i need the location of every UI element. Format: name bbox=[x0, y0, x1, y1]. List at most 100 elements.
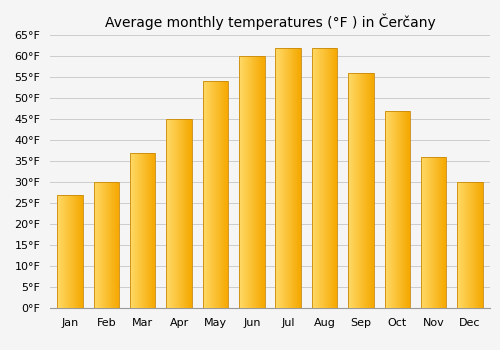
Bar bbox=[181, 119, 182, 308]
Bar bbox=[223, 81, 224, 308]
Bar bbox=[276, 48, 277, 308]
Bar bbox=[185, 119, 186, 308]
Bar bbox=[320, 48, 321, 308]
Bar bbox=[81, 195, 82, 308]
Bar bbox=[424, 157, 425, 308]
Bar bbox=[391, 111, 392, 308]
Bar bbox=[166, 119, 167, 308]
Bar bbox=[288, 48, 289, 308]
Bar bbox=[188, 119, 189, 308]
Bar bbox=[322, 48, 323, 308]
Bar bbox=[211, 81, 212, 308]
Bar bbox=[465, 182, 466, 308]
Bar bbox=[245, 56, 246, 308]
Bar bbox=[202, 81, 228, 308]
Bar bbox=[325, 48, 326, 308]
Bar bbox=[429, 157, 430, 308]
Bar bbox=[172, 119, 173, 308]
Bar bbox=[373, 73, 374, 308]
Bar bbox=[283, 48, 284, 308]
Bar bbox=[262, 56, 263, 308]
Bar bbox=[331, 48, 332, 308]
Bar bbox=[313, 48, 314, 308]
Bar bbox=[468, 182, 469, 308]
Bar bbox=[435, 157, 436, 308]
Bar bbox=[149, 153, 150, 308]
Bar bbox=[141, 153, 142, 308]
Bar bbox=[393, 111, 394, 308]
Bar bbox=[148, 153, 149, 308]
Bar bbox=[214, 81, 215, 308]
Bar bbox=[221, 81, 222, 308]
Bar bbox=[458, 182, 459, 308]
Bar bbox=[469, 182, 470, 308]
Bar bbox=[370, 73, 371, 308]
Bar bbox=[445, 157, 446, 308]
Bar bbox=[255, 56, 256, 308]
Bar bbox=[371, 73, 372, 308]
Bar bbox=[71, 195, 72, 308]
Bar bbox=[476, 182, 477, 308]
Bar bbox=[437, 157, 438, 308]
Bar bbox=[169, 119, 170, 308]
Bar bbox=[207, 81, 208, 308]
Bar bbox=[336, 48, 337, 308]
Bar bbox=[191, 119, 192, 308]
Bar bbox=[478, 182, 479, 308]
Bar bbox=[77, 195, 78, 308]
Bar bbox=[190, 119, 191, 308]
Bar bbox=[444, 157, 445, 308]
Bar bbox=[139, 153, 140, 308]
Bar bbox=[384, 111, 385, 308]
Bar bbox=[60, 195, 61, 308]
Bar bbox=[136, 153, 137, 308]
Bar bbox=[479, 182, 480, 308]
Bar bbox=[258, 56, 259, 308]
Bar bbox=[358, 73, 359, 308]
Bar bbox=[182, 119, 183, 308]
Bar bbox=[135, 153, 136, 308]
Bar bbox=[263, 56, 264, 308]
Bar bbox=[394, 111, 395, 308]
Bar bbox=[178, 119, 179, 308]
Bar bbox=[439, 157, 440, 308]
Bar bbox=[240, 56, 241, 308]
Bar bbox=[326, 48, 327, 308]
Bar bbox=[329, 48, 330, 308]
Bar bbox=[276, 48, 301, 308]
Bar bbox=[189, 119, 190, 308]
Bar bbox=[95, 182, 96, 308]
Bar bbox=[349, 73, 350, 308]
Bar bbox=[337, 48, 338, 308]
Bar bbox=[403, 111, 404, 308]
Bar bbox=[355, 73, 356, 308]
Bar bbox=[363, 73, 364, 308]
Bar bbox=[73, 195, 74, 308]
Bar bbox=[218, 81, 219, 308]
Bar bbox=[438, 157, 439, 308]
Bar bbox=[399, 111, 400, 308]
Bar bbox=[279, 48, 280, 308]
Bar bbox=[224, 81, 225, 308]
Bar bbox=[284, 48, 285, 308]
Bar bbox=[75, 195, 76, 308]
Bar bbox=[278, 48, 279, 308]
Bar bbox=[186, 119, 187, 308]
Bar bbox=[99, 182, 100, 308]
Bar bbox=[78, 195, 79, 308]
Bar bbox=[352, 73, 353, 308]
Bar bbox=[184, 119, 185, 308]
Bar bbox=[61, 195, 62, 308]
Bar bbox=[64, 195, 65, 308]
Bar bbox=[257, 56, 258, 308]
Bar bbox=[473, 182, 474, 308]
Bar bbox=[219, 81, 220, 308]
Bar bbox=[425, 157, 426, 308]
Bar bbox=[114, 182, 115, 308]
Bar bbox=[102, 182, 103, 308]
Bar bbox=[315, 48, 316, 308]
Bar bbox=[316, 48, 317, 308]
Bar bbox=[113, 182, 114, 308]
Bar bbox=[155, 153, 156, 308]
Bar bbox=[170, 119, 171, 308]
